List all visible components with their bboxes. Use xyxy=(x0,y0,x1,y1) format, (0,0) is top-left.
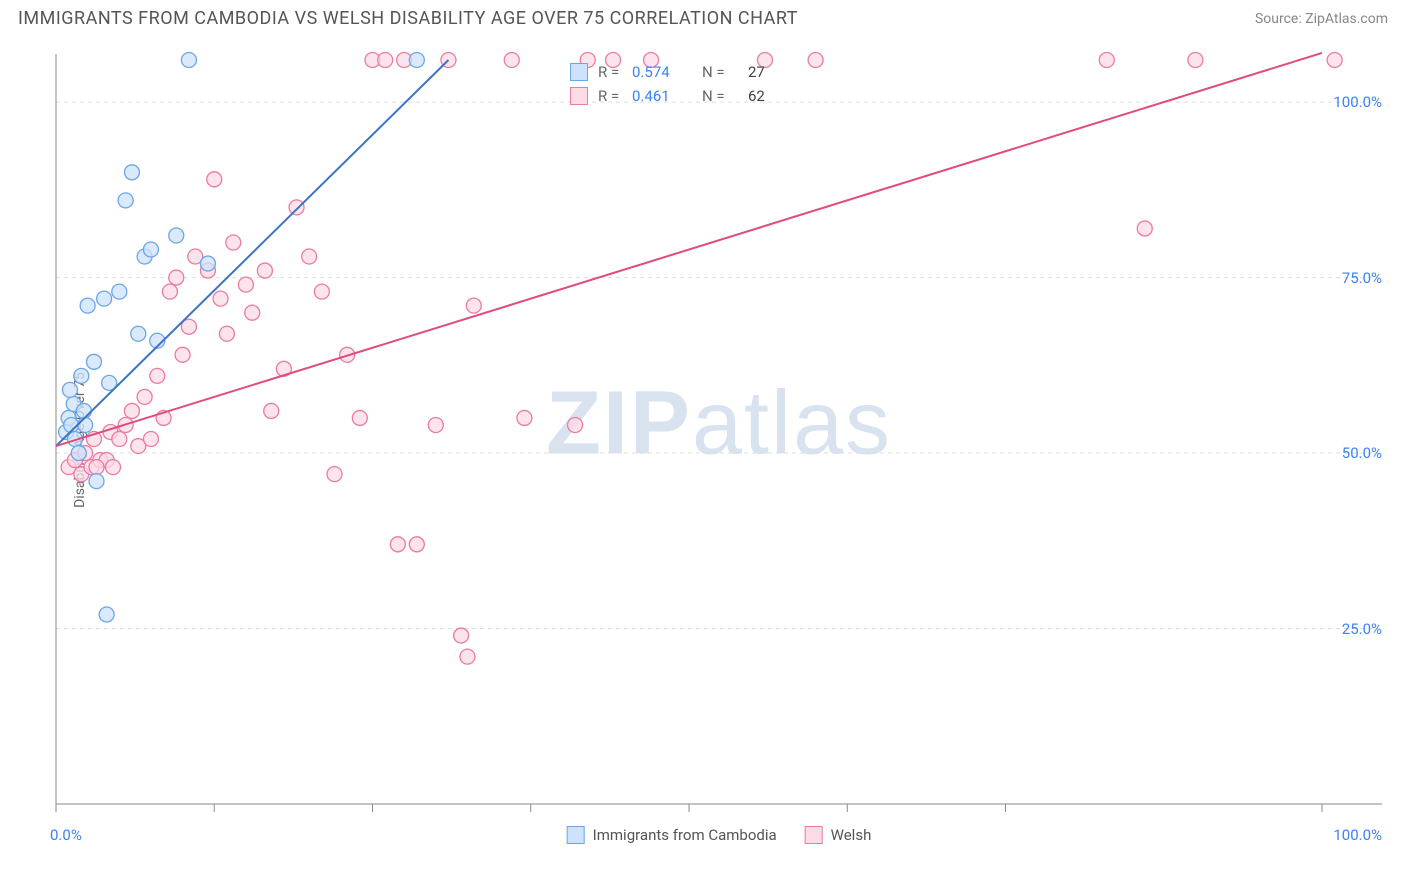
n-label: N = xyxy=(702,63,738,81)
legend-item-b: Welsh xyxy=(805,826,872,844)
correlation-legend: R = 0.574 N = 27 R = 0.461 N = 62 xyxy=(570,60,765,108)
legend-row-series-a: R = 0.574 N = 27 xyxy=(570,60,765,84)
y-tick-label: 100.0% xyxy=(1333,93,1382,111)
y-tick-label: 25.0% xyxy=(1342,620,1382,638)
x-tick-label-max: 100.0% xyxy=(1333,826,1382,844)
legend-row-series-b: R = 0.461 N = 62 xyxy=(570,84,765,108)
source-value: ZipAtlas.com xyxy=(1305,11,1388,27)
source-label: Source: ZipAtlas.com xyxy=(1255,11,1388,27)
chart-title: IMMIGRANTS FROM CAMBODIA VS WELSH DISABI… xyxy=(18,8,798,29)
n-label: N = xyxy=(702,87,738,105)
r-label: R = xyxy=(598,63,622,81)
n-value-b: 62 xyxy=(748,87,765,105)
r-label: R = xyxy=(598,87,622,105)
legend-label-b: Welsh xyxy=(831,826,872,844)
legend-swatch-a-bottom xyxy=(567,826,585,844)
legend-swatch-b-bottom xyxy=(805,826,823,844)
scatter-plot xyxy=(50,40,1388,840)
r-value-b: 0.461 xyxy=(632,87,686,105)
x-tick-label-min: 0.0% xyxy=(50,826,82,844)
r-value-a: 0.574 xyxy=(632,63,686,81)
legend-label-a: Immigrants from Cambodia xyxy=(593,826,777,844)
chart-area: Disability Age Over 75 ZIPatlas R = 0.57… xyxy=(50,40,1388,840)
legend-item-a: Immigrants from Cambodia xyxy=(567,826,777,844)
source-prefix: Source: xyxy=(1255,11,1305,27)
series-legend: Immigrants from Cambodia Welsh xyxy=(567,826,872,844)
y-tick-label: 50.0% xyxy=(1342,444,1382,462)
legend-swatch-b xyxy=(570,87,588,105)
legend-swatch-a xyxy=(570,63,588,81)
y-tick-label: 75.0% xyxy=(1342,269,1382,287)
n-value-a: 27 xyxy=(748,63,765,81)
